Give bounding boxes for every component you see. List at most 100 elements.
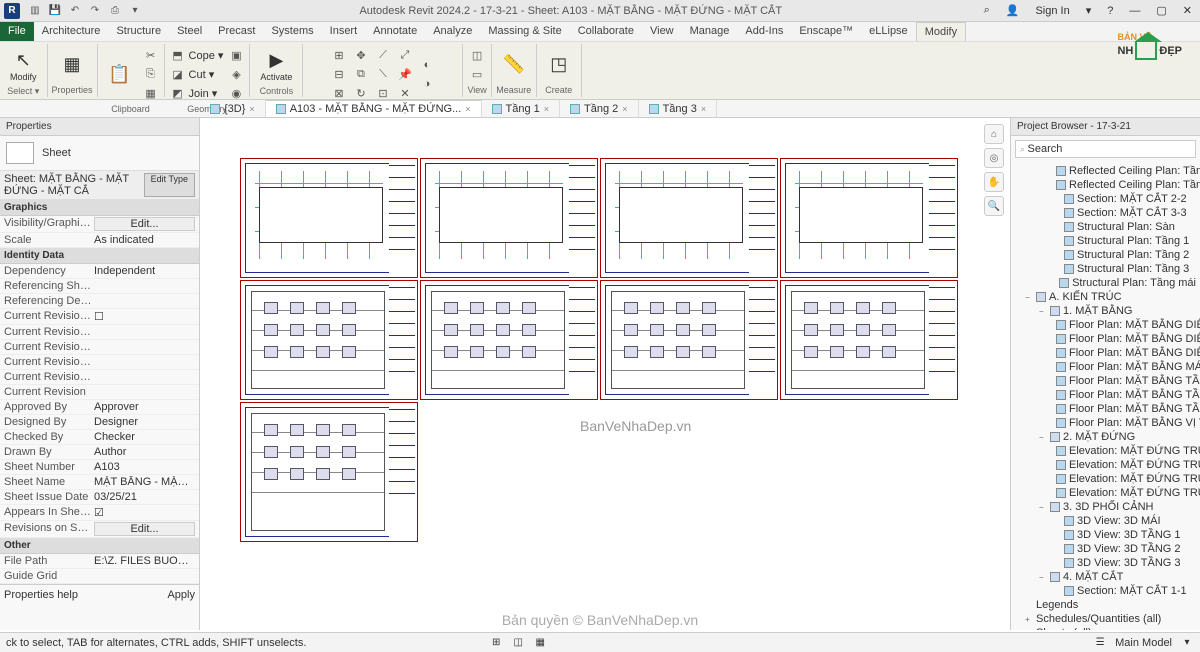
- paste-button[interactable]: 📋: [102, 60, 138, 88]
- nav-wheel-icon[interactable]: ◎: [984, 148, 1004, 168]
- ribbon-tab-ellipse[interactable]: eLLipse: [861, 22, 916, 41]
- tree-expand-icon[interactable]: −: [1039, 433, 1047, 442]
- nav-home-icon[interactable]: ⌂: [984, 124, 1004, 144]
- property-value[interactable]: ☐: [94, 310, 195, 323]
- tree-node[interactable]: Structural Plan: Sàn: [1011, 220, 1200, 234]
- align-icon[interactable]: ⊞: [330, 46, 348, 64]
- property-value[interactable]: 03/25/21: [94, 491, 195, 503]
- property-row[interactable]: Current Revision Issued☐: [0, 309, 199, 325]
- drawing-viewport[interactable]: [780, 158, 958, 278]
- property-value[interactable]: [94, 356, 195, 368]
- maximize-icon[interactable]: ▢: [1152, 4, 1170, 17]
- property-row[interactable]: File PathE:\Z. FILES BUON BAN\NH...: [0, 554, 199, 569]
- create-button[interactable]: ◳: [541, 51, 577, 79]
- ribbon-tab-view[interactable]: View: [642, 22, 682, 41]
- pin-icon[interactable]: 📌: [396, 65, 414, 83]
- ribbon-tab-structure[interactable]: Structure: [108, 22, 169, 41]
- view-icon-1[interactable]: ◫: [468, 46, 486, 64]
- status-icon-2[interactable]: ◫: [511, 636, 525, 650]
- property-value[interactable]: Edit...: [94, 217, 195, 231]
- property-row[interactable]: Current Revision Issued To: [0, 340, 199, 355]
- tree-node[interactable]: −4. MẶT CẮT: [1011, 570, 1200, 584]
- drawing-viewport[interactable]: [240, 402, 418, 542]
- property-row[interactable]: Current Revision Issued By: [0, 325, 199, 340]
- property-value[interactable]: E:\Z. FILES BUON BAN\NH...: [94, 555, 195, 567]
- property-value[interactable]: Approver: [94, 401, 195, 413]
- drawing-viewport[interactable]: [600, 158, 778, 278]
- tree-node[interactable]: Floor Plan: MẶT BẰNG DIỆN TÍCH SÂN: [1011, 346, 1200, 360]
- mod-icon-a[interactable]: ◐: [418, 56, 436, 74]
- cut-geom-button[interactable]: ◪Cut ▾: [169, 65, 224, 83]
- status-icon-4[interactable]: ☰: [1093, 636, 1107, 650]
- drawing-viewport[interactable]: [780, 280, 958, 400]
- view-tab-close-icon[interactable]: ×: [622, 104, 627, 114]
- view-tab[interactable]: Tầng 1×: [482, 100, 561, 117]
- tree-node[interactable]: Floor Plan: MẶT BẰNG TẦNG 2: [1011, 388, 1200, 402]
- tree-node[interactable]: Structural Plan: Tầng 1: [1011, 234, 1200, 248]
- tree-node[interactable]: −3. 3D PHỐI CẢNH: [1011, 500, 1200, 514]
- property-row[interactable]: Designed ByDesigner: [0, 415, 199, 430]
- split-icon[interactable]: ⟍: [374, 65, 392, 83]
- tree-node[interactable]: Legends: [1011, 598, 1200, 612]
- property-value[interactable]: [94, 570, 195, 582]
- property-row[interactable]: Sheet NameMẶT BẰNG - MẶT ĐỨNG -...: [0, 475, 199, 490]
- tree-node[interactable]: −1. MẶT BẰNG: [1011, 304, 1200, 318]
- nav-pan-icon[interactable]: ✋: [984, 172, 1004, 192]
- ribbon-tab-precast[interactable]: Precast: [210, 22, 263, 41]
- property-value[interactable]: [94, 295, 195, 307]
- status-icon-5[interactable]: ▾: [1180, 636, 1194, 650]
- property-value[interactable]: As indicated: [94, 234, 195, 246]
- ribbon-tab-architecture[interactable]: Architecture: [34, 22, 109, 41]
- view-tab[interactable]: {3D}×: [200, 100, 266, 117]
- tree-expand-icon[interactable]: +: [1025, 615, 1033, 624]
- modify-button[interactable]: ↖Modify: [4, 46, 43, 84]
- ribbon-tab-collaborate[interactable]: Collaborate: [570, 22, 642, 41]
- apply-button[interactable]: Apply: [167, 589, 195, 601]
- ribbon-tab-insert[interactable]: Insert: [322, 22, 366, 41]
- tree-node[interactable]: Floor Plan: MẶT BẰNG TẦNG 3: [1011, 402, 1200, 416]
- cope-button[interactable]: ⬒Cope ▾: [169, 46, 224, 64]
- match-icon[interactable]: ▦: [142, 84, 160, 102]
- status-icon-1[interactable]: ⊞: [489, 636, 503, 650]
- tree-node[interactable]: Floor Plan: MẶT BẰNG DIỆN TÍCH PHÒI: [1011, 332, 1200, 346]
- property-row[interactable]: Revisions on SheetEdit...: [0, 521, 199, 538]
- tree-expand-icon[interactable]: −: [1039, 573, 1047, 582]
- tree-expand-icon[interactable]: −: [1025, 629, 1033, 631]
- ribbon-tab-enscape[interactable]: Enscape™: [791, 22, 861, 41]
- property-value[interactable]: [94, 341, 195, 353]
- property-value[interactable]: [94, 371, 195, 383]
- drawing-canvas[interactable]: ⌂ ◎ ✋ 🔍 BanVeNhaDep.vn: [200, 118, 1010, 630]
- tree-node[interactable]: Section: MẶT CẮT 3-3: [1011, 206, 1200, 220]
- status-icon-3[interactable]: ▦: [533, 636, 547, 650]
- drawing-viewport[interactable]: [600, 280, 778, 400]
- copy-icon[interactable]: ⎘: [142, 65, 160, 83]
- view-tab[interactable]: Tầng 2×: [560, 100, 639, 117]
- signin-label[interactable]: Sign In: [1031, 5, 1073, 17]
- property-row[interactable]: Sheet NumberA103: [0, 460, 199, 475]
- scale-icon[interactable]: ⤢: [396, 46, 414, 64]
- tree-node[interactable]: Elevation: MẶT ĐỨNG TRỤC Y6-Y1: [1011, 486, 1200, 500]
- property-value[interactable]: ☑: [94, 506, 195, 519]
- ribbon-tab-manage[interactable]: Manage: [682, 22, 738, 41]
- property-row[interactable]: Visibility/Graphics Overrid...Edit...: [0, 216, 199, 233]
- qat-redo-icon[interactable]: ↷: [88, 4, 102, 18]
- property-value[interactable]: Independent: [94, 265, 195, 277]
- nav-zoom-icon[interactable]: 🔍: [984, 196, 1004, 216]
- property-value[interactable]: MẶT BẰNG - MẶT ĐỨNG -...: [94, 476, 195, 488]
- search-icon[interactable]: ⌕: [980, 4, 994, 17]
- property-value[interactable]: A103: [94, 461, 195, 473]
- tree-node[interactable]: Floor Plan: MẶT BẰNG VỊ TRÍ: [1011, 416, 1200, 430]
- tree-node[interactable]: −Sheets (all): [1011, 626, 1200, 630]
- close-icon[interactable]: ✕: [1179, 4, 1196, 17]
- property-row[interactable]: Current Revision Date: [0, 355, 199, 370]
- property-row[interactable]: Current Revision: [0, 385, 199, 400]
- property-row[interactable]: Current Revision Descripti...: [0, 370, 199, 385]
- property-value[interactable]: [94, 386, 195, 398]
- tree-node[interactable]: 3D View: 3D TẦNG 2: [1011, 542, 1200, 556]
- user-icon[interactable]: 👤: [1002, 4, 1024, 17]
- edit-type-button[interactable]: Edit Type: [144, 173, 195, 197]
- property-row[interactable]: Approved ByApprover: [0, 400, 199, 415]
- tree-node[interactable]: 3D View: 3D TẦNG 1: [1011, 528, 1200, 542]
- activate-button[interactable]: ▶Activate: [254, 46, 298, 84]
- tree-node[interactable]: Elevation: MẶT ĐỨNG TRỤC Y1-Y6: [1011, 472, 1200, 486]
